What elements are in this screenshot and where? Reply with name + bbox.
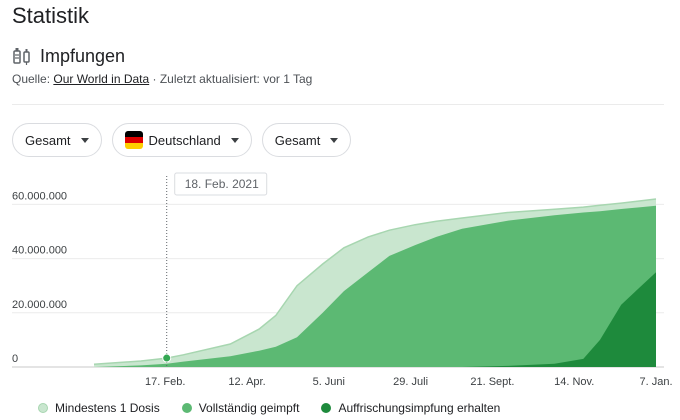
legend-label-full: Vollständig geimpft xyxy=(198,401,300,415)
metric-dropdown-label: Gesamt xyxy=(25,132,71,148)
page-title: Statistik xyxy=(12,3,90,28)
tooltip-box xyxy=(174,172,268,196)
chevron-down-icon xyxy=(330,137,339,143)
line-dose1 xyxy=(93,198,657,366)
section-title: Impfungen xyxy=(40,45,126,66)
tooltip-date: 18. Feb. 2021 xyxy=(185,177,259,191)
legend-dot-dose1 xyxy=(38,403,48,413)
legend-item-dose1[interactable]: Mindestens 1 Dosis xyxy=(38,401,160,415)
range-dropdown[interactable]: Gesamt xyxy=(261,123,352,157)
chevron-down-icon xyxy=(80,137,89,143)
x-tick-label: 5. Juni xyxy=(313,376,345,388)
range-dropdown-label: Gesamt xyxy=(274,132,321,148)
y-tick-label: 20.000.000 xyxy=(12,299,67,311)
legend-label-dose1: Mindestens 1 Dosis xyxy=(55,401,160,415)
hover-point[interactable] xyxy=(162,353,172,363)
x-tick-label: 17. Feb. xyxy=(145,376,185,388)
updated-text: · Zuletzt aktualisiert: vor 1 Tag xyxy=(149,72,313,86)
legend-dot-full xyxy=(181,403,192,413)
x-tick-label: 29. Juli xyxy=(393,376,428,388)
source-prefix: Quelle: xyxy=(12,72,54,86)
legend-item-booster[interactable]: Auffrischungsimpfung erhalten xyxy=(321,401,500,415)
source-link[interactable]: Our World in Data xyxy=(53,72,150,86)
source-line: Quelle: Our World in Data · Zuletzt aktu… xyxy=(12,72,312,86)
vaccination-chart[interactable]: 0 20.000.000 40.000.000 60.000.000 17. Feb. 1… xyxy=(0,168,680,390)
y-tick-label: 60.000.000 xyxy=(12,190,67,202)
section-header: Impfungen xyxy=(12,44,125,68)
divider xyxy=(12,104,664,105)
y-tick-label: 0 xyxy=(12,353,18,365)
x-tick-label: 12. Apr. xyxy=(228,376,265,388)
legend-label-booster: Auffrischungsimpfung erhalten xyxy=(338,401,501,415)
chevron-down-icon xyxy=(230,137,239,143)
legend-item-full[interactable]: Vollständig geimpft xyxy=(181,401,300,415)
filter-bar: Gesamt Deutschland Gesamt xyxy=(12,123,352,157)
germany-flag-icon xyxy=(124,131,143,149)
legend-dot-booster xyxy=(321,403,332,413)
area-booster xyxy=(94,272,656,367)
chart-legend: Mindestens 1 Dosis Vollständig geimpft A… xyxy=(38,401,522,415)
syringe-icon xyxy=(13,48,30,65)
country-dropdown-label: Deutschland xyxy=(148,132,221,148)
area-full xyxy=(94,205,656,367)
x-tick-label: 21. Sept. xyxy=(470,376,514,388)
y-tick-label: 40.000.000 xyxy=(12,245,67,257)
x-tick-label: 14. Nov. xyxy=(554,376,594,388)
x-tick-label: 7. Jan. xyxy=(639,376,672,388)
country-dropdown[interactable]: Deutschland xyxy=(111,123,252,157)
metric-dropdown[interactable]: Gesamt xyxy=(12,123,102,157)
